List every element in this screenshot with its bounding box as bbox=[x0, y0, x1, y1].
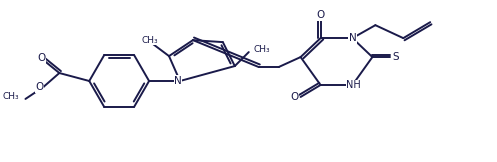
Text: O: O bbox=[291, 92, 299, 102]
Text: CH₃: CH₃ bbox=[142, 36, 159, 45]
Text: O: O bbox=[317, 10, 325, 20]
Text: S: S bbox=[392, 52, 399, 62]
Text: CH₃: CH₃ bbox=[254, 45, 270, 54]
Text: N: N bbox=[174, 76, 182, 86]
Text: O: O bbox=[37, 53, 46, 63]
Text: NH: NH bbox=[346, 80, 361, 90]
Text: CH₃: CH₃ bbox=[3, 93, 19, 101]
Text: O: O bbox=[35, 82, 44, 92]
Text: N: N bbox=[348, 33, 356, 43]
